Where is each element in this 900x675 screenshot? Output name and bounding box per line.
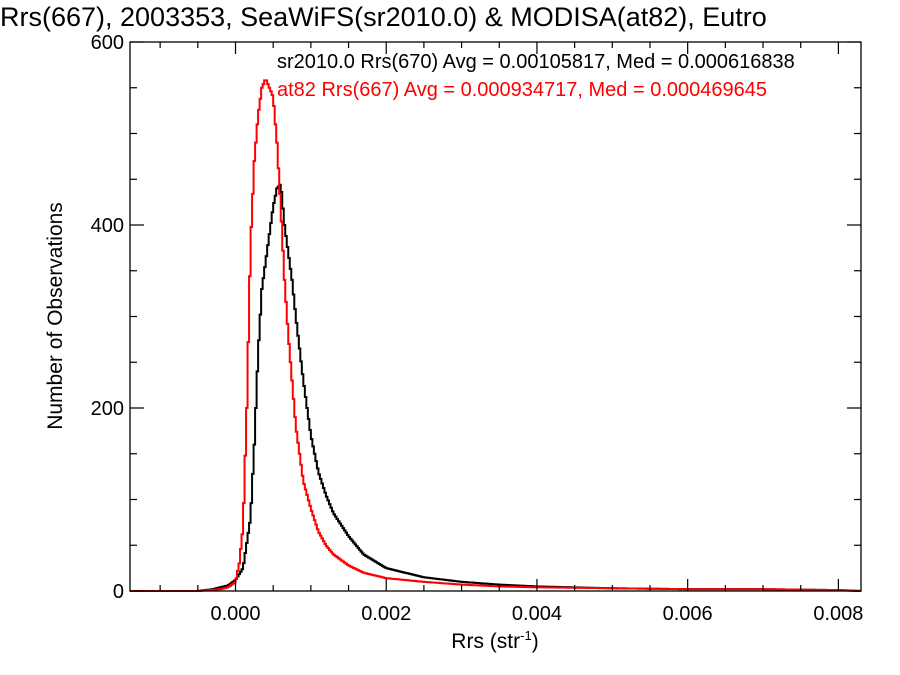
- plot-frame: [129, 41, 862, 592]
- legend-entry-series-1: sr2010.0 Rrs(670) Avg = 0.00105817, Med …: [277, 51, 795, 73]
- histogram-series-2: [130, 79, 861, 592]
- legend-entry-series-2: at82 Rrs(667) Avg = 0.000934717, Med = 0…: [277, 79, 767, 101]
- x-axis-label-superscript: -1: [520, 628, 532, 643]
- x-tick-label: 0.000: [210, 603, 260, 625]
- x-tick-label: 0.006: [663, 603, 713, 625]
- x-axis-label: Rrs (str-1): [451, 628, 538, 653]
- x-tick-label: 0.002: [361, 603, 411, 625]
- x-tick-label: 0.008: [813, 603, 863, 625]
- x-axis-label-close: ): [532, 630, 539, 653]
- y-tick-label: 400: [91, 215, 124, 237]
- histogram-series-1: [130, 183, 861, 592]
- x-tick-label: 0.004: [512, 603, 562, 625]
- y-axis-label: Number of Observations: [44, 202, 67, 430]
- series-layer: [130, 79, 861, 592]
- chart-title: Rrs(667), 2003353, SeaWiFS(sr2010.0) & M…: [0, 2, 767, 32]
- ticks-layer: 0.000 0.002 0.004 0.006 0.008 0 200 400 600: [91, 32, 864, 625]
- y-tick-label: 200: [91, 398, 124, 420]
- y-tick-label: 600: [91, 32, 124, 54]
- y-tick-label: 0: [113, 581, 124, 603]
- x-axis-label-main: Rrs (str: [451, 630, 520, 653]
